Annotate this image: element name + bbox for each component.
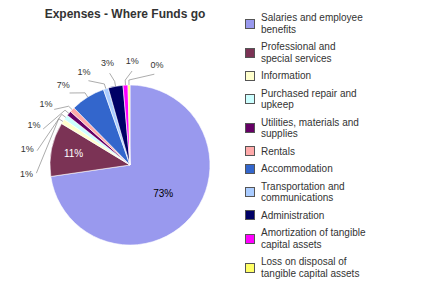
- html-text:Amortization of tangible capit: Amortization of tangible capital assets: [261, 227, 366, 250]
- html-text:Loss on disposal of tangible c: Loss on disposal of tangible capital ass…: [261, 256, 360, 279]
- html-text:Professional and special servi: Professional and special services: [261, 41, 336, 64]
- svg-text:11%: 11%: [64, 148, 83, 159]
- html-text:Rentals: Rentals: [261, 145, 295, 157]
- html-text:Salaries and employee benefits: Salaries and employee benefits: [261, 12, 363, 35]
- html-text:Purchased repair and upkeep: Purchased repair and upkeep: [261, 87, 357, 110]
- svg-text:1%: 1%: [21, 144, 34, 154]
- svg-text:1%: 1%: [77, 67, 90, 77]
- svg-text:Expenses - Where Funds go: Expenses - Where Funds go: [45, 7, 206, 21]
- svg-text:1%: 1%: [27, 120, 40, 130]
- svg-text:1%: 1%: [126, 56, 139, 66]
- svg-text:0%: 0%: [150, 60, 163, 70]
- svg-text:1%: 1%: [40, 99, 53, 109]
- svg-text:3%: 3%: [101, 58, 114, 68]
- svg-text:1%: 1%: [20, 169, 33, 179]
- html-text:Utilities, materials and suppl: Utilities, materials and supplies: [261, 116, 359, 139]
- html-text:Accommodation: Accommodation: [261, 163, 333, 174]
- html-text:Transportation and communicati: Transportation and communications: [261, 180, 345, 203]
- svg-text:7%: 7%: [57, 80, 70, 90]
- html-text:Information: Information: [261, 70, 311, 81]
- svg-text:73%: 73%: [153, 188, 173, 199]
- html-text:Administration: Administration: [261, 209, 325, 221]
